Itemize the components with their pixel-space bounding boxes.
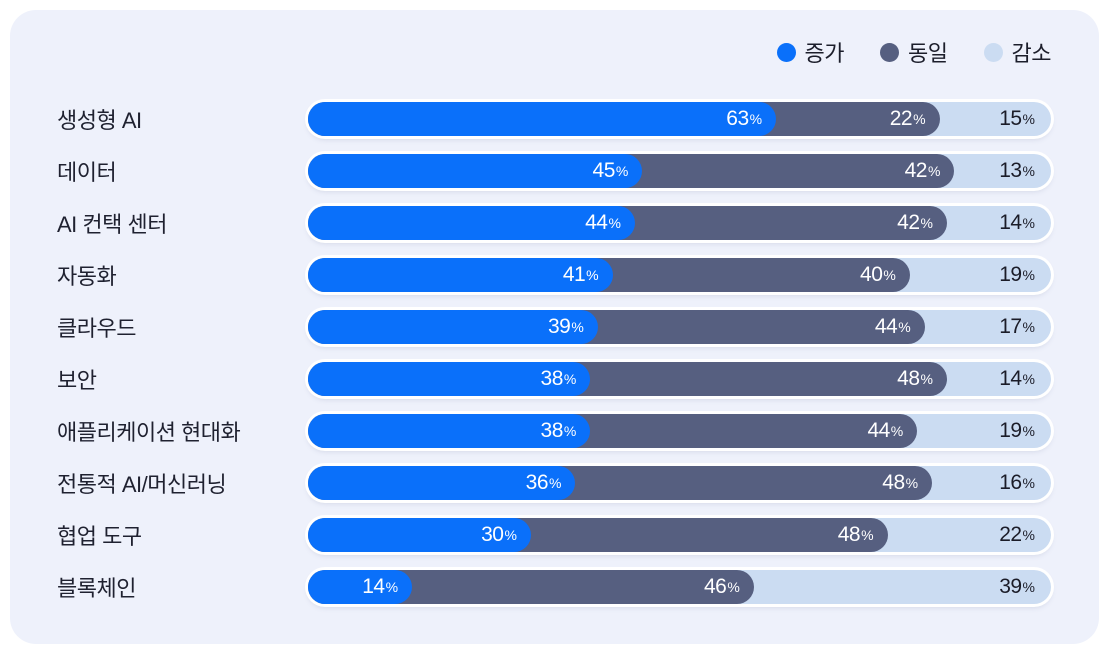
stacked-bar: 45% 42% 13% xyxy=(308,154,1051,188)
value-label-increase: 38% xyxy=(540,367,577,390)
bar-segment-increase xyxy=(308,154,643,188)
bar-segment-increase xyxy=(308,206,635,240)
bar-row: 블록체인 14% 46% 39% xyxy=(57,570,1051,604)
category-label: 협업 도구 xyxy=(57,524,142,549)
value-label-decrease: 19% xyxy=(999,263,1035,286)
stacked-bar: 14% 46% 39% xyxy=(308,570,1051,604)
bar-segment-increase xyxy=(308,466,576,500)
category-label: AI 컨택 센터 xyxy=(57,212,167,237)
value-label-increase: 36% xyxy=(525,471,562,494)
bar-row: 전통적 AI/머신러닝 36% 48% 16% xyxy=(57,466,1051,500)
chart-card: 증가 동일 감소 생성형 AI 63% 22% 15% 데이터 45% 42% … xyxy=(10,10,1099,644)
value-label-same: 48% xyxy=(897,367,933,390)
bar-segment-increase xyxy=(308,362,591,396)
stacked-bar: 63% 22% 15% xyxy=(308,102,1051,136)
value-label-decrease: 15% xyxy=(999,107,1035,130)
bar-row: 데이터 45% 42% 13% xyxy=(57,154,1051,188)
value-label-increase: 38% xyxy=(540,419,577,442)
bar-row: 협업 도구 30% 48% 22% xyxy=(57,518,1051,552)
bar-segment-increase xyxy=(308,518,531,552)
value-label-increase: 63% xyxy=(726,107,763,130)
bar-segment-increase xyxy=(308,414,591,448)
category-label: 자동화 xyxy=(57,264,117,289)
bar-row: 생성형 AI 63% 22% 15% xyxy=(57,102,1051,136)
category-label: 전통적 AI/머신러닝 xyxy=(57,472,227,497)
value-label-same: 42% xyxy=(897,211,933,234)
value-label-increase: 39% xyxy=(547,315,584,338)
value-label-same: 44% xyxy=(874,315,911,338)
value-label-increase: 45% xyxy=(592,159,629,182)
value-label-same: 40% xyxy=(860,263,896,286)
stacked-bar: 30% 48% 22% xyxy=(308,518,1051,552)
bar-segment-increase xyxy=(308,102,777,136)
stacked-bar: 44% 42% 14% xyxy=(308,206,1051,240)
legend-dot-icon xyxy=(776,42,796,62)
value-label-same: 42% xyxy=(904,159,941,182)
value-label-increase: 14% xyxy=(362,575,399,598)
legend-label: 동일 xyxy=(908,41,948,66)
value-label-increase: 44% xyxy=(585,211,621,234)
value-label-decrease: 13% xyxy=(999,159,1035,182)
legend-label: 증가 xyxy=(804,41,845,66)
legend-dot-icon xyxy=(983,42,1003,62)
stacked-bar: 38% 48% 14% xyxy=(308,362,1051,396)
stacked-bar: 36% 48% 16% xyxy=(308,466,1051,500)
legend-item: 증가 xyxy=(776,36,845,68)
value-label-same: 48% xyxy=(837,523,874,546)
stacked-bar: 39% 44% 17% xyxy=(308,310,1051,344)
bar-row: 보안 38% 48% 14% xyxy=(57,362,1051,396)
bar-row: 클라우드 39% 44% 17% xyxy=(57,310,1051,344)
legend-dot-icon xyxy=(880,42,900,62)
value-label-decrease: 19% xyxy=(999,419,1035,442)
legend: 증가 동일 감소 xyxy=(57,36,1052,68)
category-label: 생성형 AI xyxy=(57,108,142,133)
category-label: 애플리케이션 현대화 xyxy=(57,420,241,445)
legend-item: 동일 xyxy=(880,36,948,68)
legend-item: 감소 xyxy=(983,36,1052,68)
value-label-decrease: 14% xyxy=(999,211,1035,234)
stacked-bar: 41% 40% 19% xyxy=(308,258,1051,292)
value-label-decrease: 16% xyxy=(999,471,1035,494)
value-label-same: 46% xyxy=(703,575,740,598)
value-label-decrease: 39% xyxy=(999,575,1035,598)
bar-row: 자동화 41% 40% 19% xyxy=(57,258,1051,292)
value-label-same: 22% xyxy=(889,107,926,130)
bar-row: 애플리케이션 현대화 38% 44% 19% xyxy=(57,414,1051,448)
value-label-increase: 41% xyxy=(562,263,599,286)
value-label-increase: 30% xyxy=(481,523,517,546)
value-label-decrease: 17% xyxy=(999,315,1035,338)
bar-segment-increase xyxy=(308,570,413,604)
legend-label: 감소 xyxy=(1011,41,1052,66)
category-label: 보안 xyxy=(57,368,97,393)
category-label: 클라우드 xyxy=(57,316,136,341)
category-label: 블록체인 xyxy=(57,576,136,601)
value-label-decrease: 22% xyxy=(999,523,1035,546)
bar-rows: 생성형 AI 63% 22% 15% 데이터 45% 42% 13% AI 컨택… xyxy=(57,102,1051,604)
stacked-bar: 38% 44% 19% xyxy=(308,414,1051,448)
category-label: 데이터 xyxy=(57,160,117,185)
value-label-decrease: 14% xyxy=(999,367,1035,390)
bar-segment-increase xyxy=(308,258,613,292)
value-label-same: 44% xyxy=(867,419,904,442)
bar-segment-increase xyxy=(308,310,598,344)
value-label-same: 48% xyxy=(882,471,919,494)
bar-row: AI 컨택 센터 44% 42% 14% xyxy=(57,206,1051,240)
